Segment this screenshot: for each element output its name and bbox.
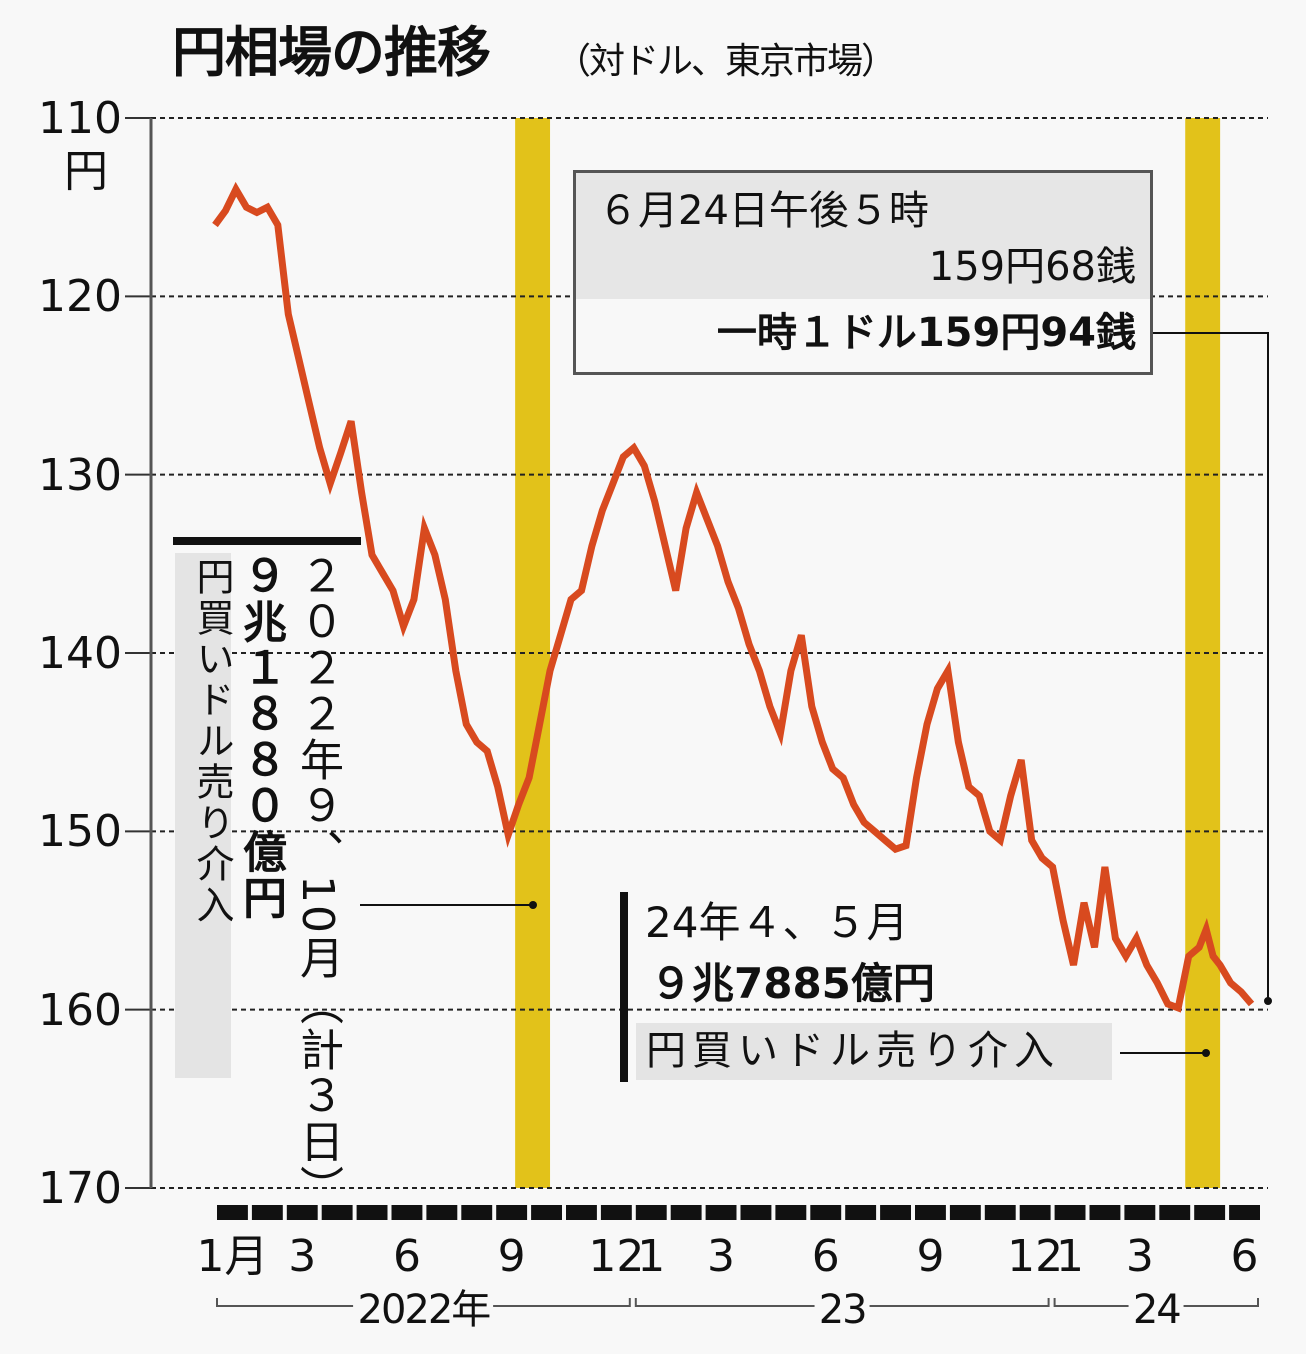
callout-datetime: ６月24日午後５時 <box>598 188 929 234</box>
year-label: 24 <box>1128 1290 1184 1330</box>
x-tick-label: 6 <box>811 1231 840 1282</box>
y-axis-unit: 円 <box>64 146 108 197</box>
intervention-2024-bar <box>620 892 628 1082</box>
x-tick-label: 3 <box>1125 1231 1154 1282</box>
x-tick-label: 12 <box>588 1231 645 1282</box>
intervention-2022-date: ２０２２年９、10月（計３日） <box>292 553 343 1211</box>
exchange-rate-line <box>212 181 1255 1013</box>
intervention-2024-label: 円買いドル売り介入 <box>636 1023 1112 1080</box>
y-tick-120: 120 <box>38 271 122 322</box>
month-blocks <box>217 1205 1260 1220</box>
x-tick-label: 1月 <box>196 1231 269 1282</box>
x-tick-label: 6 <box>1230 1231 1259 1282</box>
chart-title: 円相場の推移 <box>172 21 491 84</box>
y-tick-140: 140 <box>38 628 122 679</box>
x-tick-label: 9 <box>916 1231 945 1282</box>
intervention-2024-date: 24年４、５月 <box>645 898 909 947</box>
x-tick-label: 1 <box>1056 1231 1085 1282</box>
y-tick-170: 170 <box>38 1163 122 1214</box>
connector-lines <box>360 332 1272 1057</box>
y-tick-160: 160 <box>38 985 122 1036</box>
intervention-2022-label: 円買いドル売り介入 <box>175 553 234 1078</box>
latest-rate-callout: ６月24日午後５時 159円68銭 一時１ドル159円94銭 <box>573 170 1153 375</box>
intervention-2022-amount: ９兆１８８０億円 <box>235 553 286 921</box>
x-tick-label: 12 <box>1007 1231 1064 1282</box>
callout-rate: 159円68銭 <box>928 244 1136 290</box>
x-tick-label: 3 <box>288 1231 317 1282</box>
year-label: 23 <box>814 1290 870 1330</box>
x-tick-label: 3 <box>707 1231 736 1282</box>
x-tick-label: 6 <box>392 1231 421 1282</box>
x-tick-label: 1 <box>637 1231 666 1282</box>
intervention-2024-amount: ９兆7885億円 <box>650 959 935 1008</box>
x-tick-label: 9 <box>497 1231 526 1282</box>
y-tick-110: 110 <box>38 93 122 144</box>
year-label: 2022年 <box>353 1290 494 1330</box>
chart-subtitle: （対ドル、東京市場） <box>555 41 897 82</box>
callout-intraday-low: 一時１ドル159円94銭 <box>716 310 1136 356</box>
intervention-2022-bar <box>173 537 361 545</box>
y-tick-150: 150 <box>38 806 122 857</box>
y-tick-130: 130 <box>38 450 122 501</box>
